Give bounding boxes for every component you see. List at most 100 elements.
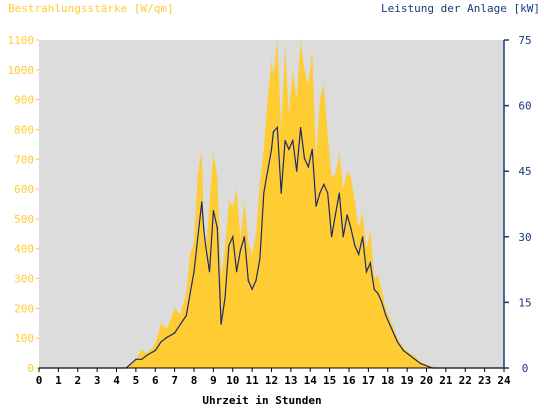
power-point [205, 244, 207, 247]
power-point [365, 271, 367, 273]
irradiance-point [224, 248, 226, 250]
irradiance-point [369, 230, 371, 232]
x-tick-label: 8 [191, 374, 198, 387]
irradiance-point [284, 45, 286, 47]
power-point [307, 166, 309, 168]
power-point [263, 192, 265, 194]
right-axis-title: Leistung der Anlage [kW] [381, 2, 540, 15]
irradiance-point [239, 239, 242, 241]
irradiance-point [288, 113, 290, 116]
power-point [319, 192, 321, 194]
x-tick-label: 2 [74, 374, 81, 387]
irradiance-point [323, 84, 325, 86]
right-tick-label: 30 [518, 231, 531, 244]
power-point [160, 341, 162, 343]
left-tick-label: 500 [14, 213, 34, 226]
right-tick-label: 45 [518, 165, 531, 178]
x-tick-label: 15 [323, 374, 336, 387]
x-axis-title: Uhrzeit in Stunden [202, 394, 321, 407]
power-point [369, 262, 371, 264]
power-point [327, 192, 329, 194]
irradiance-point [385, 307, 387, 309]
power-point [135, 358, 137, 360]
irradiance-point [232, 206, 234, 208]
left-tick-label: 1100 [8, 34, 35, 47]
power-point [166, 336, 168, 338]
x-tick-label: 9 [210, 374, 217, 387]
irradiance-area [39, 40, 504, 368]
irradiance-point [334, 173, 336, 175]
irradiance-point [414, 355, 416, 357]
irradiance-point [270, 60, 273, 62]
power-point [296, 170, 298, 172]
irradiance-point [185, 292, 187, 295]
irradiance-point [327, 134, 329, 136]
irradiance-point [338, 152, 340, 154]
x-tick-label: 17 [362, 374, 375, 387]
irradiance-point [255, 233, 257, 235]
x-tick-label: 12 [265, 374, 278, 387]
power-point [146, 354, 149, 356]
left-tick-label: 300 [14, 273, 34, 286]
irradiance-point [292, 69, 294, 71]
irradiance-point [208, 203, 211, 205]
power-point [179, 323, 181, 325]
left-tick-label: 800 [14, 123, 34, 136]
power-point [197, 236, 199, 238]
irradiance-point [189, 254, 191, 256]
power-point [420, 363, 422, 365]
power-point [270, 148, 273, 150]
power-point [311, 148, 313, 150]
power-point [284, 140, 286, 142]
power-point [228, 244, 230, 247]
irradiance-point [259, 182, 261, 184]
x-tick-label: 19 [401, 374, 414, 387]
power-point [350, 227, 352, 229]
irradiance-point [201, 149, 203, 151]
irradiance-point [154, 343, 156, 345]
power-point [391, 328, 393, 330]
irradiance-point [396, 337, 398, 339]
power-point [334, 214, 336, 216]
power-point [189, 293, 191, 295]
power-point [259, 258, 261, 260]
power-point [212, 210, 214, 212]
irradiance-point [311, 51, 313, 53]
left-tick-label: 100 [14, 332, 34, 345]
power-point [342, 236, 344, 238]
power-point [354, 244, 356, 247]
irradiance-point [160, 322, 162, 324]
x-tick-label: 24 [497, 374, 511, 387]
irradiance-point [331, 176, 333, 178]
power-point [358, 253, 360, 255]
irradiance-point [205, 254, 207, 256]
irradiance-point [220, 277, 222, 280]
irradiance-point [193, 242, 195, 244]
power-point [315, 205, 317, 207]
right-tick-label: 15 [518, 296, 531, 309]
power-point [193, 271, 195, 273]
power-point [373, 288, 375, 290]
power-point [208, 271, 211, 273]
irradiance-point [431, 365, 433, 368]
x-tick-label: 11 [246, 374, 260, 387]
irradiance-point [146, 352, 149, 354]
power-point [377, 293, 379, 295]
power-point [255, 279, 257, 282]
x-tick-label: 7 [171, 374, 178, 387]
irradiance-point [296, 99, 298, 101]
irradiance-point [179, 313, 181, 315]
x-tick-label: 14 [304, 374, 318, 387]
irradiance-point [251, 254, 253, 256]
power-point [220, 323, 222, 325]
left-tick-label: 900 [14, 94, 34, 107]
irradiance-point [377, 275, 379, 277]
x-tick-label: 6 [152, 374, 159, 387]
power-point [203, 227, 205, 229]
x-tick-label: 5 [133, 374, 140, 387]
irradiance-point [354, 200, 356, 202]
irradiance-point [307, 84, 309, 86]
power-point [267, 170, 269, 172]
